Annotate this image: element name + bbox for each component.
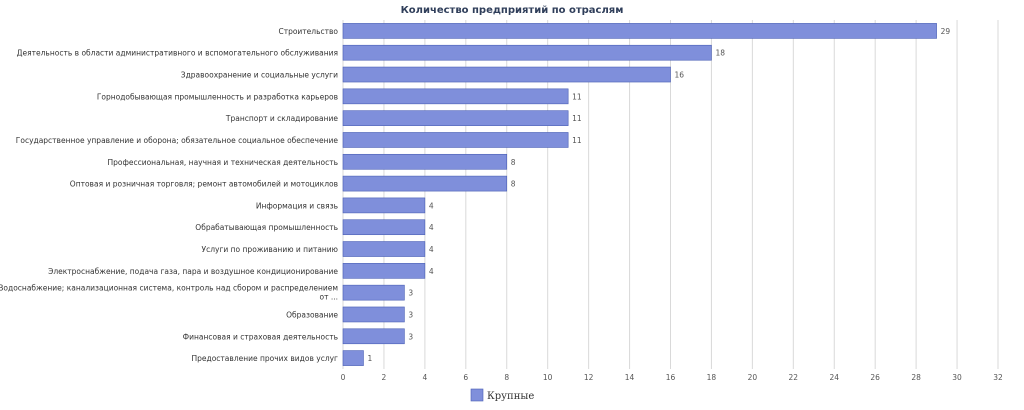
category-label: Электроснабжение, подача газа, пара и во…	[48, 267, 338, 276]
legend-swatch	[470, 388, 484, 402]
category-label: Государственное управление и оборона; об…	[16, 136, 339, 145]
category-label: Строительство	[278, 27, 338, 36]
value-label: 4	[429, 245, 434, 254]
category-label: Обрабатывающая промышленность	[195, 223, 338, 232]
x-tick-label: 22	[789, 373, 799, 382]
bar[interactable]	[342, 175, 508, 192]
x-tick-label: 28	[911, 373, 921, 382]
x-tick-label: 32	[993, 373, 1003, 382]
x-tick-label: 20	[748, 373, 758, 382]
bar[interactable]	[342, 132, 569, 148]
value-label: 3	[408, 332, 413, 341]
value-label: 8	[511, 158, 516, 167]
bar[interactable]	[342, 44, 712, 61]
x-tick-label: 0	[341, 373, 346, 382]
category-label: Предоставление прочих видов услуг	[192, 354, 339, 363]
value-label: 11	[572, 136, 582, 145]
x-tick-label: 16	[666, 373, 676, 382]
value-label: 18	[715, 49, 725, 58]
value-label: 8	[511, 180, 516, 189]
x-tick-label: 30	[952, 373, 962, 382]
x-tick-label: 18	[707, 373, 717, 382]
x-tick-label: 10	[543, 373, 553, 382]
x-tick-label: 26	[870, 373, 880, 382]
bar[interactable]	[342, 241, 426, 257]
bar[interactable]	[342, 219, 426, 236]
category-label: Профессиональная, научная и техническая …	[107, 158, 338, 167]
category-label: Оптовая и розничная торговля; ремонт авт…	[70, 180, 338, 189]
bar[interactable]	[342, 23, 937, 39]
bar[interactable]	[342, 110, 569, 126]
value-labels: 29 18 16 11 11 11 8 8 4 4 4 4 3 3 3 1	[367, 27, 950, 363]
category-label: Транспорт и складирование	[225, 114, 338, 123]
x-tick-label: 2	[382, 373, 387, 382]
bar[interactable]	[342, 328, 405, 345]
category-label: Информация и связь	[256, 201, 338, 210]
legend-label: Крупные	[487, 391, 534, 402]
value-label: 16	[675, 71, 685, 80]
value-label: 4	[429, 223, 434, 232]
bar[interactable]	[342, 263, 426, 279]
category-label: Горнодобывающая промышленность и разрабо…	[97, 92, 338, 101]
category-label: Здравоохранение и социальные услуги	[181, 71, 338, 80]
category-label: Образование	[286, 310, 338, 319]
chart-title: Количество предприятий по отраслям	[401, 5, 624, 16]
bars	[342, 23, 937, 366]
bar[interactable]	[342, 153, 508, 170]
x-tick-label: 12	[584, 373, 594, 382]
bar[interactable]	[342, 350, 364, 366]
legend[interactable]: Крупные	[470, 388, 534, 402]
value-label: 3	[408, 310, 413, 319]
x-tick-label: 4	[422, 373, 427, 382]
category-label: Деятельность в области административного…	[17, 49, 338, 58]
value-label: 1	[367, 354, 372, 363]
bar[interactable]	[342, 88, 569, 105]
category-label: Водоснабжение; канализационная система, …	[0, 284, 338, 302]
bar[interactable]	[342, 66, 671, 83]
value-label: 3	[408, 289, 413, 298]
category-label: Услуги по проживанию и питанию	[202, 245, 338, 254]
value-label: 4	[429, 267, 434, 276]
x-tick-label: 14	[625, 373, 635, 382]
x-tick-label: 8	[504, 373, 509, 382]
x-tick-label: 24	[829, 373, 839, 382]
category-labels: Строительство Деятельность в области адми…	[0, 27, 338, 363]
x-tick-label: 6	[463, 373, 468, 382]
value-label: 29	[941, 27, 951, 36]
category-label: Финансовая и страховая деятельность	[183, 332, 338, 341]
x-axis-ticks: 0 2 4 6 8 10 12 14 16 18 20 22 24 26 28 30 32	[341, 373, 1003, 382]
value-label: 11	[572, 92, 582, 101]
bar[interactable]	[342, 306, 405, 323]
bar[interactable]	[342, 284, 405, 301]
value-label: 4	[429, 201, 434, 210]
value-label: 11	[572, 114, 582, 123]
bar[interactable]	[342, 197, 426, 214]
